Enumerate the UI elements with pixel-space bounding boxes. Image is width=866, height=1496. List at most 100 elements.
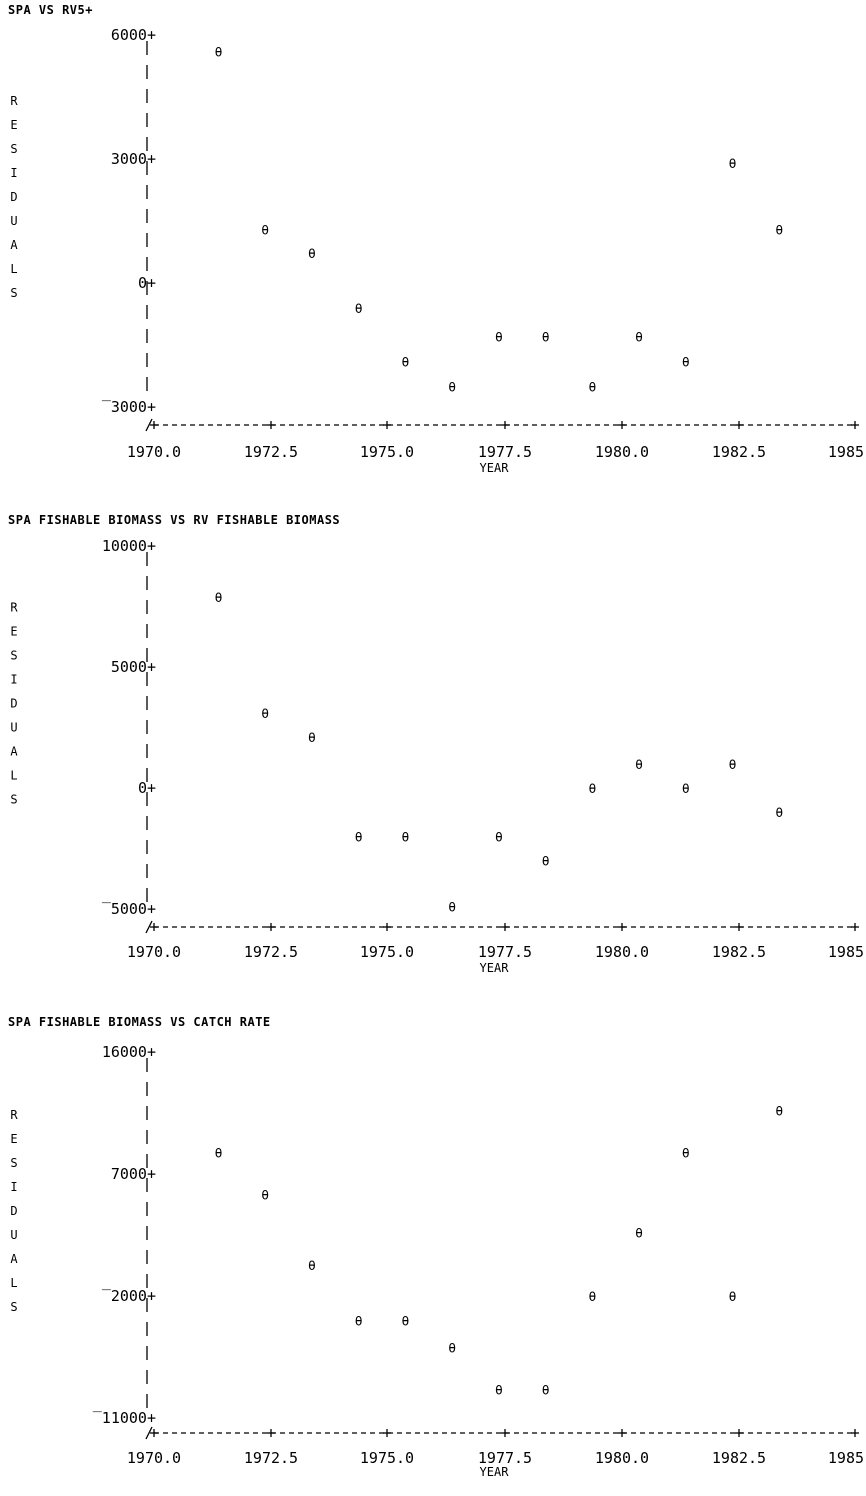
x-tick-label: 1975.0 (360, 1449, 414, 1467)
data-point: θ (308, 1259, 316, 1274)
data-point: θ (308, 731, 316, 746)
data-point: θ (215, 46, 223, 61)
y-axis-label-letter: D (10, 1204, 17, 1218)
y-tick-label: 7000+ (111, 1165, 156, 1183)
y-tick-label: 10000+ (102, 537, 156, 555)
y-tick-label: 3000+ (111, 150, 156, 168)
x-tick-label: 1980.0 (595, 443, 649, 461)
data-point: θ (308, 247, 316, 262)
y-axis-label-letter: L (10, 769, 17, 783)
data-point: θ (775, 1104, 783, 1119)
data-point: θ (635, 1226, 643, 1241)
y-tick-label: 16000+ (102, 1043, 156, 1061)
x-tick-label: 1985.0 (828, 1449, 866, 1467)
chart-panel-1: SPA VS RV5+6000+3000+0+‾3000+RESIDUALS19… (8, 3, 866, 475)
y-axis-label-letter: U (10, 721, 17, 735)
x-tick-label: 1972.5 (244, 443, 298, 461)
x-axis-break (145, 418, 153, 432)
data-point: θ (729, 1290, 737, 1305)
y-axis-label-letter: S (10, 1156, 17, 1170)
y-tick-label: ‾11000+ (93, 1409, 156, 1427)
y-axis-label-letter: R (10, 601, 18, 615)
x-tick-label: 1975.0 (360, 443, 414, 461)
y-tick-label: 0+ (138, 779, 156, 797)
y-axis-label-letter: S (10, 649, 17, 663)
data-point: θ (682, 782, 690, 797)
data-point: θ (261, 223, 269, 238)
y-axis-label-letter: A (10, 238, 18, 252)
y-axis-label-letter: U (10, 214, 17, 228)
y-axis-label-letter: E (10, 625, 17, 639)
chart-title: SPA VS RV5+ (8, 3, 93, 17)
x-tick-label: 1977.5 (478, 443, 532, 461)
y-axis-label-letter: E (10, 118, 17, 132)
y-tick-label: ‾2000+ (102, 1287, 156, 1305)
chart-panel-3: SPA FISHABLE BIOMASS VS CATCH RATE 16000+… (8, 1015, 866, 1479)
y-axis-label-letter: S (10, 793, 17, 807)
data-point: θ (729, 157, 737, 172)
y-tick-label: ‾5000+ (102, 900, 156, 918)
x-tick-label: 1970.0 (127, 943, 181, 961)
x-tick-label: 1980.0 (595, 943, 649, 961)
data-point: θ (542, 855, 550, 870)
x-tick-label: 1982.5 (712, 943, 766, 961)
x-axis-label: YEAR (480, 961, 510, 975)
data-point: θ (588, 1290, 596, 1305)
x-tick-label: 1985.0 (828, 443, 866, 461)
y-tick-label: 6000+ (111, 26, 156, 44)
y-axis-label-letter: A (10, 1252, 18, 1266)
y-axis-label-letter: L (10, 1276, 17, 1290)
data-point: θ (355, 302, 363, 317)
y-axis-label-letter: I (10, 166, 17, 180)
y-axis-label-letter: U (10, 1228, 17, 1242)
x-tick-label: 1970.0 (127, 1449, 181, 1467)
data-point: θ (215, 1146, 223, 1161)
data-point: θ (495, 1384, 503, 1399)
y-axis-label-letter: E (10, 1132, 17, 1146)
y-axis-label-letter: R (10, 94, 18, 108)
x-axis-break (145, 1426, 153, 1440)
data-point: θ (588, 380, 596, 395)
y-axis-label-letter: I (10, 673, 17, 687)
data-point: θ (402, 356, 410, 371)
data-point: θ (261, 707, 269, 722)
x-axis-break (145, 920, 153, 934)
x-tick-label: 1977.5 (478, 943, 532, 961)
data-point: θ (448, 380, 456, 395)
x-tick-label: 1982.5 (712, 1449, 766, 1467)
data-point: θ (635, 331, 643, 346)
x-tick-label: 1972.5 (244, 943, 298, 961)
chart-panel-2: SPA FISHABLE BIOMASS VS RV FISHABLE BIOM… (8, 513, 866, 975)
data-point: θ (542, 1384, 550, 1399)
y-tick-label: ‾3000+ (102, 398, 156, 416)
x-tick-label: 1985.0 (828, 943, 866, 961)
data-point: θ (775, 223, 783, 238)
y-axis-label-letter: D (10, 190, 17, 204)
y-axis-label-letter: L (10, 262, 17, 276)
data-point: θ (775, 806, 783, 821)
y-tick-label: 0+ (138, 274, 156, 292)
data-point: θ (542, 331, 550, 346)
data-point: θ (215, 591, 223, 606)
data-point: θ (495, 830, 503, 845)
data-point: θ (495, 331, 503, 346)
x-tick-label: 1982.5 (712, 443, 766, 461)
y-axis-label-letter: S (10, 286, 17, 300)
x-tick-label: 1972.5 (244, 1449, 298, 1467)
x-tick-label: 1975.0 (360, 943, 414, 961)
chart-title: SPA FISHABLE BIOMASS VS CATCH RATE (8, 1015, 271, 1029)
data-point: θ (355, 830, 363, 845)
data-point: θ (635, 758, 643, 773)
data-point: θ (448, 1342, 456, 1357)
data-point: θ (402, 830, 410, 845)
y-axis-label-letter: R (10, 1108, 18, 1122)
y-axis-label-letter: S (10, 142, 17, 156)
x-axis-label: YEAR (480, 461, 510, 475)
y-axis-label-letter: A (10, 745, 18, 759)
y-tick-label: 5000+ (111, 658, 156, 676)
data-point: θ (448, 901, 456, 916)
data-point: θ (682, 356, 690, 371)
data-point: θ (402, 1314, 410, 1329)
